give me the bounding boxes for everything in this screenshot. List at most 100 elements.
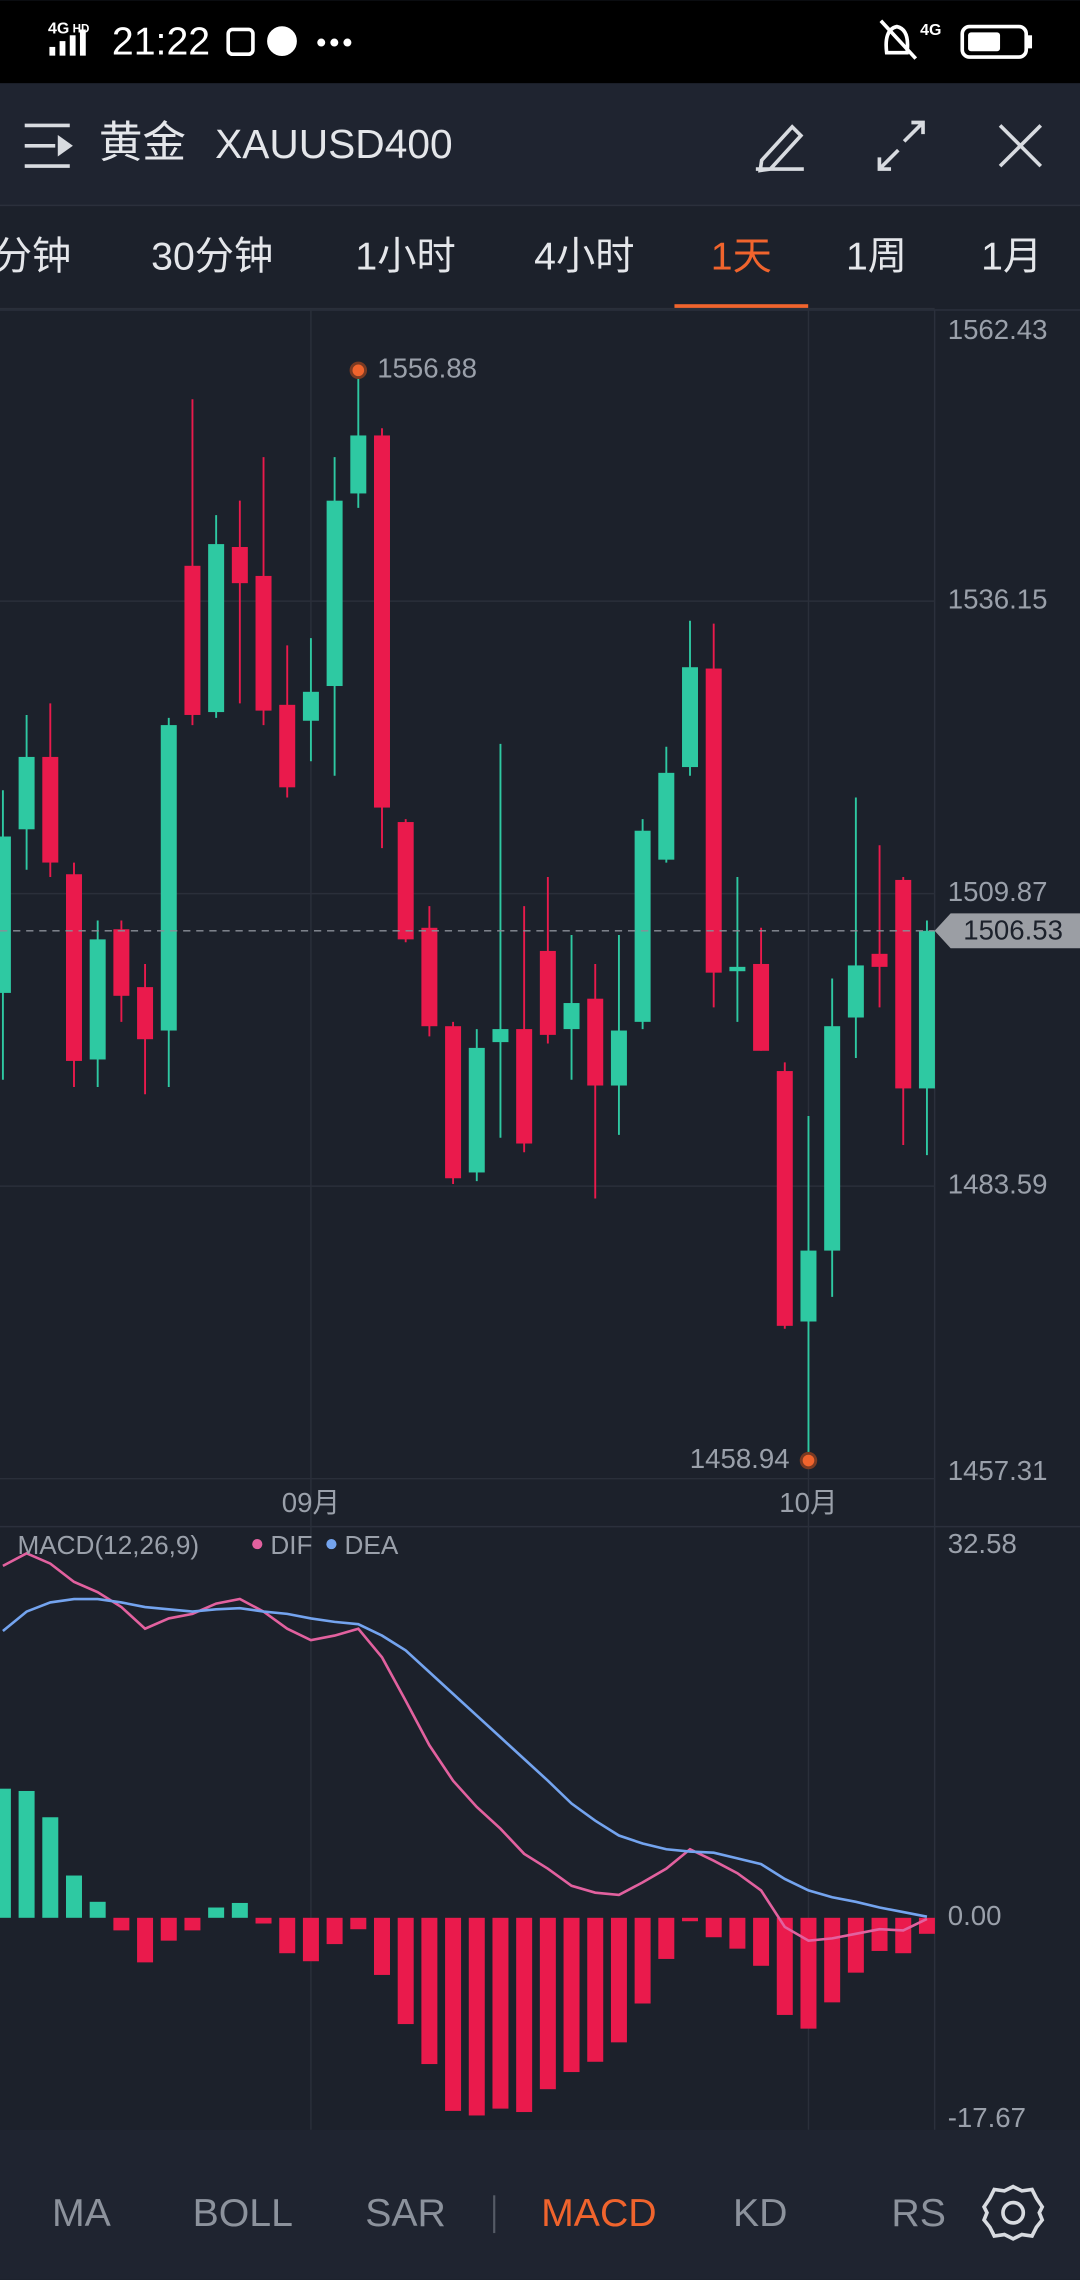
indicator-line <box>2 1551 928 1942</box>
candle-body <box>895 879 912 1089</box>
histogram-bar <box>302 1917 319 1962</box>
histogram-bar <box>587 1917 604 2062</box>
histogram-bar <box>208 1907 225 1918</box>
timeframe-tab[interactable]: 4小时 <box>534 234 634 278</box>
timeframe-tab[interactable]: 1月 <box>981 234 1042 278</box>
edit-icon[interactable] <box>755 124 804 173</box>
histogram-bar <box>705 1917 722 1938</box>
timeframe-tab[interactable]: 30分钟 <box>151 234 273 278</box>
candle-body <box>113 929 130 996</box>
y-tick-label: 1483.59 <box>948 1168 1048 1199</box>
low-label: 1458.94 <box>690 1443 790 1474</box>
y-tick-label: -17.67 <box>948 2102 1026 2133</box>
indicator-tab[interactable]: SAR <box>365 2191 446 2235</box>
histogram-bar <box>397 1917 414 2025</box>
candle-body <box>776 1071 793 1326</box>
histogram-bar <box>445 1917 462 2111</box>
histogram-bar <box>160 1917 177 1941</box>
candle-body <box>918 930 935 1089</box>
histogram-bar <box>326 1917 343 1945</box>
menu-icon[interactable] <box>24 123 73 168</box>
low-marker <box>799 1451 818 1470</box>
candle-body <box>871 953 888 967</box>
signal-icon <box>49 29 86 56</box>
histogram-bar <box>468 1917 485 2116</box>
histogram-bar <box>42 1817 59 1918</box>
fullscreen-icon[interactable] <box>877 120 925 171</box>
indicator-line <box>2 1597 928 1918</box>
network-label: 4G <box>920 22 941 39</box>
candle-body <box>279 704 296 788</box>
histogram-bar <box>18 1790 35 1918</box>
legend-dot <box>326 1539 337 1550</box>
header-bar <box>0 83 1080 206</box>
indicator-tab[interactable]: BOLL <box>193 2191 293 2235</box>
histogram-bar <box>516 1917 533 2113</box>
indicator-tab[interactable]: KD <box>733 2191 788 2235</box>
indicator-tab[interactable]: MACD <box>541 2191 657 2235</box>
bottom-bar <box>0 2129 1080 2280</box>
indicator-tab[interactable]: MA <box>52 2191 112 2235</box>
timeframe-tab[interactable]: 1周 <box>846 234 907 278</box>
timeframe-tab[interactable]: 1天 <box>711 234 772 278</box>
candle-body <box>160 725 177 1031</box>
histogram-bar <box>563 1917 580 2073</box>
candle-body <box>729 966 746 972</box>
candle-body <box>326 500 343 687</box>
candle-body <box>563 1003 580 1030</box>
signal-label: 4G <box>48 21 69 38</box>
high-marker <box>349 361 368 380</box>
histogram-bar <box>729 1917 746 1949</box>
histogram-bar <box>350 1917 367 1930</box>
histogram-bar <box>374 1917 390 1975</box>
status-icons <box>226 19 918 60</box>
histogram-bar <box>255 1917 272 1924</box>
histogram-bar <box>113 1917 130 1931</box>
legend-dot <box>252 1539 263 1550</box>
candle-body <box>65 874 82 1061</box>
high-label: 1556.88 <box>377 353 477 384</box>
histogram-bar <box>871 1917 888 1951</box>
active-tab-underline <box>674 304 809 309</box>
histogram-bar <box>231 1902 248 1918</box>
settings-icon[interactable] <box>981 2184 1045 2241</box>
timeframe-tab[interactable]: 1小时 <box>355 234 455 278</box>
histogram-bar <box>895 1917 912 1954</box>
candle-body <box>492 1029 509 1043</box>
candle-body <box>18 756 35 830</box>
x-tick-label: 10月 <box>779 1487 837 1518</box>
histogram-bar <box>279 1917 296 1954</box>
histogram-bar <box>824 1917 841 2003</box>
candle-body <box>824 1026 841 1251</box>
y-tick-label: 1457.31 <box>948 1455 1048 1486</box>
x-tick-label: 09月 <box>282 1487 340 1518</box>
histogram-bar <box>776 1917 793 2015</box>
clock: 21:22 <box>112 19 210 63</box>
histogram-bar <box>847 1917 864 1973</box>
close-icon[interactable] <box>998 124 1043 168</box>
price-chart: 1457.31 1483.59 1509.87 1536.15 1562.43 09月 10… <box>0 307 1080 2130</box>
candle-body <box>42 756 59 863</box>
y-tick-label: 32.58 <box>948 1528 1017 1559</box>
candle-body <box>231 546 248 584</box>
last-price-label: 1506.53 <box>963 915 1063 946</box>
histogram-bar <box>753 1917 770 1966</box>
candle-body <box>753 963 770 1051</box>
indicator-tab[interactable]: RS <box>891 2191 946 2235</box>
battery-icon <box>960 24 1033 59</box>
candle-body <box>516 1029 533 1144</box>
macd-chart: -17.67 0.00 32.58 MACD(12,26,9) DIF DEA <box>0 1528 1026 2133</box>
candle-body <box>421 927 438 1027</box>
candle-body <box>255 575 272 711</box>
candle-body <box>634 830 651 1022</box>
y-tick-label: 1562.43 <box>948 314 1048 345</box>
histogram-bar <box>682 1917 699 1922</box>
histogram-bar <box>184 1917 201 1931</box>
timeframe-tab[interactable]: 分钟 <box>0 234 71 278</box>
header-title: 黄金 <box>99 119 186 167</box>
candle-body <box>397 822 414 940</box>
y-tick-label: 0.00 <box>948 1900 1002 1931</box>
candle-body <box>302 691 319 721</box>
